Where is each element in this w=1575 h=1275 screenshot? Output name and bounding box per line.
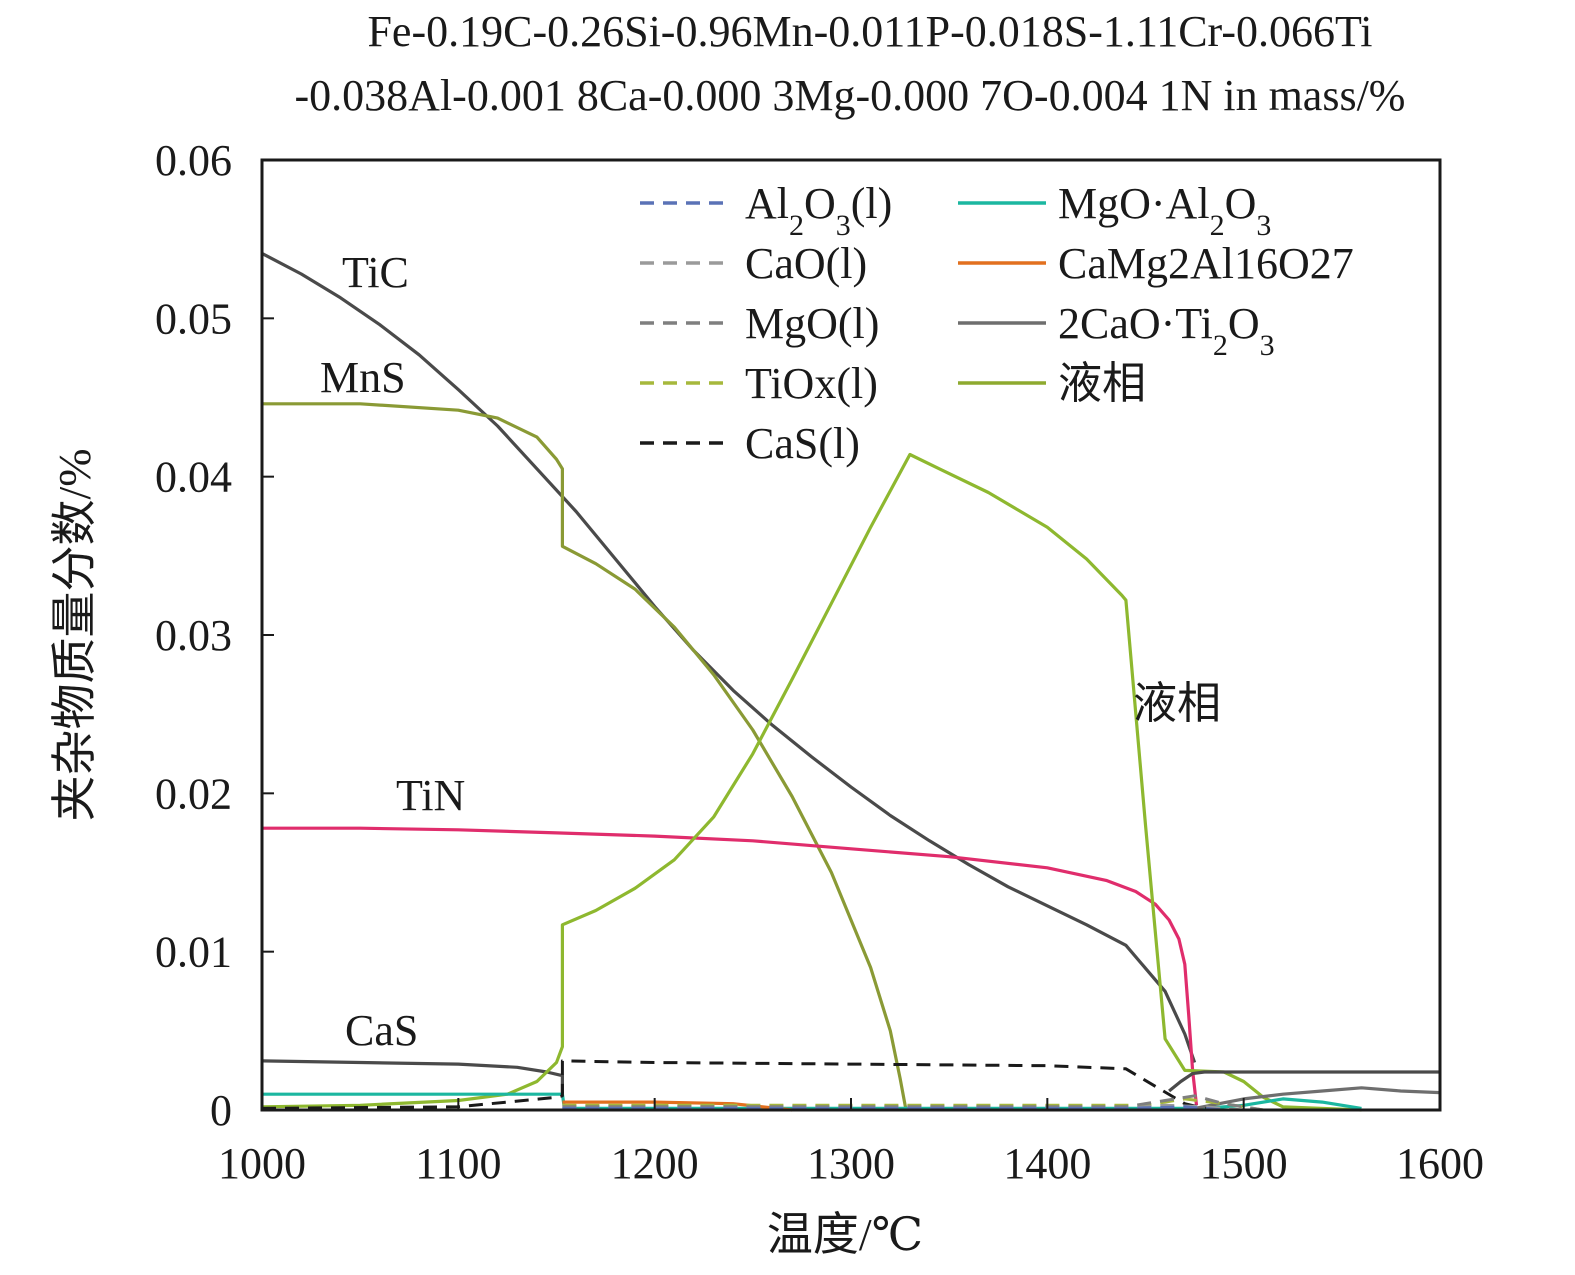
- y-tick-label: 0.06: [155, 136, 232, 185]
- series-line-tin-2: [262, 826, 1199, 1106]
- series-line-tic-0: [261, 251, 1197, 1064]
- curve-label-mns: MnS: [320, 353, 406, 402]
- x-axis-label: 温度/℃: [767, 1209, 923, 1260]
- legend-label: 2CaO·Ti2O3: [1058, 299, 1275, 362]
- x-tick-label: 1000: [218, 1139, 306, 1188]
- series-line-cas-l-9: [261, 1059, 1225, 1112]
- series-line-mns-1: [262, 402, 908, 1111]
- x-tick-label: 1100: [415, 1139, 501, 1188]
- y-axis-label: 夹杂物质量分数/%: [49, 448, 100, 821]
- legend: Al2O3(l)CaO(l) MgO(l) TiOx(l) CaS(l) MgO·Al2…: [640, 179, 1354, 468]
- ticks-layer: 1000 1100 1200 1300 1400 1500 1600 0 0.01 0.02 0.0…: [155, 136, 1484, 1188]
- legend-label: MgO(l): [745, 299, 879, 348]
- series-line-liquid-4: [261, 452, 1362, 1112]
- legend-label: CaS(l): [745, 419, 860, 468]
- y-tick-label: 0.01: [155, 928, 232, 977]
- series-line-al2o3-l-13: [562, 1105, 1225, 1112]
- x-tick-label: 1200: [611, 1139, 699, 1188]
- y-tick-label: 0: [210, 1086, 232, 1135]
- x-tick-label: 1400: [1003, 1139, 1091, 1188]
- legend-label: 液相: [1058, 359, 1146, 408]
- legend-label: Al2O3(l): [745, 179, 892, 242]
- legend-label: CaO(l): [745, 239, 867, 288]
- x-tick-label: 1500: [1200, 1139, 1288, 1188]
- x-tick-label: 1600: [1396, 1139, 1484, 1188]
- series-line-ca-al-ti-inclusion-solid-8: [1168, 1070, 1440, 1093]
- legend-label: CaMg2Al16O27: [1058, 239, 1354, 288]
- chart-subtitle: -0.038Al-0.001 8Ca-0.000 3Mg-0.000 7O-0.…: [295, 71, 1406, 120]
- y-tick-label: 0.04: [155, 453, 232, 502]
- legend-label: TiOx(l): [745, 359, 878, 408]
- curve-label-tin: TiN: [396, 771, 465, 820]
- y-tick-label: 0.05: [155, 294, 232, 343]
- x-tick-label: 1300: [807, 1139, 895, 1188]
- chart-title: Fe-0.19C-0.26Si-0.96Mn-0.011P-0.018S-1.1…: [367, 7, 1372, 56]
- y-tick-label: 0.03: [155, 611, 232, 660]
- curve-label-liquid: 液相: [1133, 679, 1221, 728]
- curve-label-cas: CaS: [345, 1006, 418, 1055]
- curve-label-tic: TiC: [342, 248, 409, 297]
- curves-layer: [261, 251, 1441, 1112]
- y-tick-label: 0.02: [155, 769, 232, 818]
- series-line-cas-3: [261, 1059, 565, 1096]
- legend-label: MgO·Al2O3: [1058, 179, 1271, 242]
